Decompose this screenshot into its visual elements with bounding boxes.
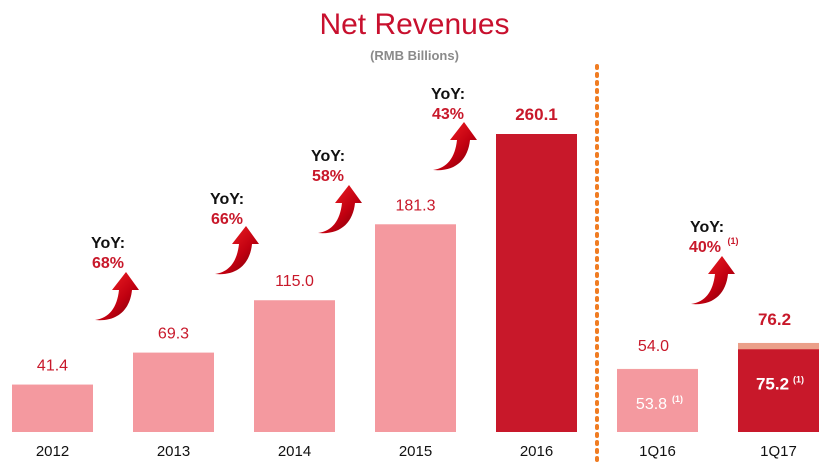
chart-subtitle: (RMB Billions) <box>370 48 459 63</box>
x-tick-label: 2015 <box>399 443 432 460</box>
yoy-label: YoY: <box>431 86 465 103</box>
bar-2016 <box>496 134 577 432</box>
yoy-label: YoY: <box>91 235 125 252</box>
chart-title: Net Revenues <box>319 8 510 41</box>
yoy-value: 66% <box>211 211 243 228</box>
growth-arrow-icon <box>318 185 362 234</box>
bar-adjusted-1Q16 <box>617 369 698 432</box>
x-tick-label: 1Q17 <box>760 443 797 460</box>
footnote-mark: (1) <box>793 374 804 384</box>
x-tick-label: 2014 <box>278 443 311 460</box>
bar-2013 <box>133 352 214 432</box>
x-tick-label: 2013 <box>157 443 190 460</box>
growth-arrow-icon <box>215 226 259 275</box>
yoy-value: 58% <box>312 168 344 185</box>
growth-arrow-icon <box>95 272 139 321</box>
data-label: 41.4 <box>37 358 68 375</box>
adjusted-label: 75.2 <box>756 374 789 393</box>
yoy-label: YoY: <box>311 148 345 165</box>
yoy-value: 40% <box>689 239 721 256</box>
growth-arrow-icon <box>433 122 477 171</box>
adjusted-label: 53.8 <box>636 396 667 413</box>
yoy-label: YoY: <box>210 191 244 208</box>
total-label: 76.2 <box>758 310 791 329</box>
footnote-mark: (1) <box>728 236 739 246</box>
data-label: 260.1 <box>515 105 558 124</box>
x-tick-label: 2016 <box>520 443 553 460</box>
growth-arrow-icon <box>691 256 735 305</box>
bar-2015 <box>375 224 456 432</box>
x-tick-label: 1Q16 <box>639 443 676 460</box>
yoy-label: YoY: <box>690 219 724 236</box>
x-tick-label: 2012 <box>36 443 69 460</box>
bar-adjusted-1Q17 <box>738 349 819 432</box>
data-label: 181.3 <box>395 197 435 214</box>
yoy-value: 68% <box>92 255 124 272</box>
data-label: 69.3 <box>158 326 189 343</box>
data-label: 115.0 <box>275 273 314 290</box>
footnote-mark: (1) <box>672 394 683 404</box>
bar-2012 <box>12 384 93 432</box>
total-label: 54.0 <box>638 338 669 355</box>
yoy-value: 43% <box>432 106 464 123</box>
bar-2014 <box>254 300 335 432</box>
